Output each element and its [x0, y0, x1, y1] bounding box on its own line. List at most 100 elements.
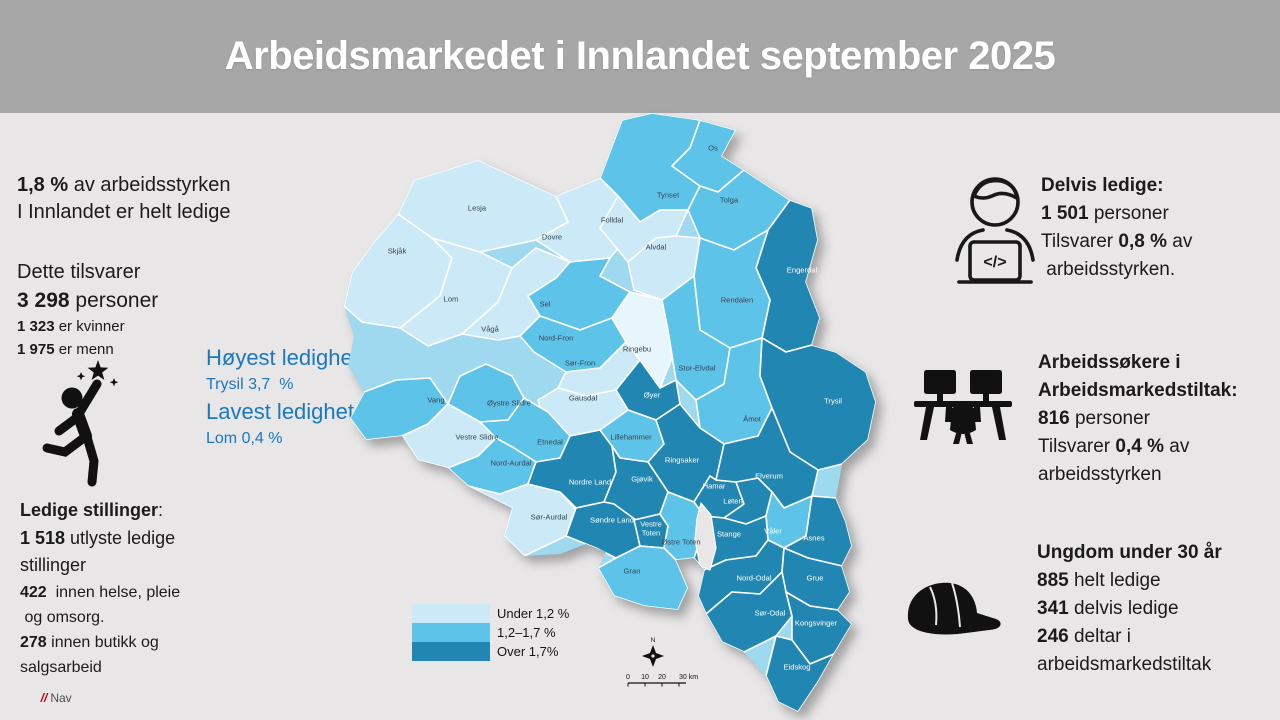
text-line: Arbeidsmarkedstiltak:: [1038, 380, 1238, 401]
municipality-label-s-r-odal: Sør-Odal: [755, 609, 786, 618]
municipality-label--ystre-slidre: Øystre Slidre: [487, 399, 531, 408]
text-line: Lom 0,4 %: [206, 430, 283, 447]
text-line: Arbeidssøkere i: [1038, 352, 1181, 373]
municipality-label-lillehammer: Lillehammer: [610, 433, 652, 442]
unemployment-totals-text: Dette tilsvarer 3 298 personer 1 323 er kv…: [17, 258, 158, 361]
legend-row: Under 1,2 %: [412, 604, 569, 623]
nav-logo-slashes: //: [40, 691, 48, 705]
text-line: Trysil 3,7 %: [206, 376, 294, 393]
municipality-label--snes: Åsnes: [803, 534, 824, 543]
text-line: 3 298 personer: [17, 289, 159, 312]
text-line: og omsorg.: [20, 608, 105, 626]
municipality-label-os: Os: [708, 144, 718, 153]
municipality-label-etnedal: Etnedal: [537, 438, 563, 447]
labour-market-measures-text: Arbeidssøkere i Arbeidsmarkedstiltak: 816 …: [1038, 349, 1238, 489]
municipality-label-folldal: Folldal: [601, 216, 624, 225]
municipality-label-s-ndre-land: Søndre Land: [590, 516, 634, 525]
text-line: salgsarbeid: [20, 658, 102, 676]
text-line: 1 501 personer: [1041, 203, 1169, 224]
municipality-label-gausdal: Gausdal: [569, 394, 598, 403]
lake-mjosa: [694, 502, 717, 571]
legend-label: Over 1,7%: [497, 644, 559, 659]
text-line: 341 delvis ledige: [1037, 598, 1179, 619]
legend-swatch-under: [412, 604, 490, 623]
partially-unemployed-text: Delvis ledige: 1 501 personer Tilsvarer 0,…: [1041, 172, 1192, 284]
text-line: Lavest ledighet: [206, 399, 354, 424]
text-line: Dette tilsvarer: [17, 261, 141, 283]
text-line: 422 innen helse, pleie: [20, 583, 181, 601]
municipality-label-grue: Grue: [807, 574, 824, 583]
innlandet-choropleth-map: Lesja Dovre Tynset Os Tolga Folldal Alvdal Enge…: [344, 113, 876, 712]
nav-logo: //Nav: [34, 677, 72, 705]
municipality-labels: Lesja Dovre Tynset Os Tolga Folldal Alvdal Enge…: [388, 144, 843, 672]
municipality-label-s-r-aurdal: Sør-Aurdal: [531, 513, 568, 522]
text-line: 1,8 % av arbeidsstyrken: [17, 174, 231, 196]
municipality-label-ringsaker: Ringsaker: [665, 456, 700, 465]
text-line: Ledige stillinger:: [20, 500, 164, 520]
nav-logo-text: Nav: [50, 691, 72, 705]
scale-tick-label: 10: [641, 674, 649, 681]
legend-swatch-over: [412, 642, 490, 661]
text-line: 278 innen butikk og: [20, 633, 159, 651]
municipality-label-v-ler: Våler: [764, 527, 782, 536]
municipality-label-gran: Gran: [624, 567, 641, 576]
legend-row: 1,2–1,7 %: [412, 623, 569, 642]
municipality-label-nord-odal: Nord-Odal: [736, 574, 771, 583]
legend-swatch-mid: [412, 623, 490, 642]
text-line: arbeidsstyrken: [1038, 464, 1162, 485]
legend-label: 1,2–1,7 %: [497, 625, 556, 640]
municipality-label-nord-fron: Nord-Fron: [539, 334, 574, 343]
municipality-label-trysil: Trysil: [824, 397, 842, 406]
municipality-label-vestre-slidre: Vestre Slidre: [455, 433, 498, 442]
svg-text:</>: </>: [983, 254, 1006, 271]
municipality-label-l-ten: Løten: [723, 497, 742, 506]
municipality-label-stor-elvdal: Stor-Elvdal: [678, 364, 715, 373]
map-legend: Under 1,2 % 1,2–1,7 % Over 1,7%: [412, 604, 569, 661]
text-line: 816 personer: [1038, 408, 1150, 429]
text-line: stillinger: [20, 555, 87, 575]
municipality-label-vang: Vang: [427, 396, 444, 405]
municipality-label-tynset: Tynset: [657, 191, 680, 200]
municipality-label-nordre-land: Nordre Land: [569, 478, 611, 487]
text-line: Høyest ledighet: [206, 345, 359, 370]
unemployment-summary-text: 1,8 % av arbeidsstyrken I Innlandet er he…: [17, 172, 231, 226]
text-line: 1 518 utlyste ledige: [20, 527, 176, 548]
highest-lowest-text: Høyest ledighet Trysil 3,7 % Lavest ledigh…: [206, 344, 359, 452]
municipality-label-sel: Sel: [540, 300, 551, 309]
text-line: Ungdom under 30 år: [1037, 542, 1222, 563]
text-line: arbeidsmarkedstiltak: [1037, 654, 1212, 675]
municipality-label-ringebu: Ringebu: [623, 345, 651, 354]
text-line: Delvis ledige:: [1041, 175, 1164, 196]
municipality-label-kongsvinger: Kongsvinger: [795, 619, 838, 628]
municipality-label--stre-toten: Østre Toten: [661, 538, 700, 547]
person-reaching-star-icon: [42, 360, 119, 487]
person-laptop-icon: </>: [955, 177, 1035, 284]
municipality-gran: [597, 545, 689, 611]
svg-text:N: N: [651, 637, 656, 644]
municipality-label-s-r-fron: Sør-Fron: [565, 359, 595, 368]
municipality-label-v-g-: Vågå: [481, 325, 500, 334]
cap-icon: [907, 582, 1001, 635]
municipality-label--yer: Øyer: [644, 391, 661, 400]
municipality-label-vestre-toten: Toten: [642, 529, 661, 538]
municipality-label-dovre: Dovre: [542, 233, 562, 242]
municipality-label-hamar: Hamar: [703, 482, 726, 491]
vacancies-text: Ledige stillinger: 1 518 utlyste ledige st…: [20, 497, 180, 680]
text-line: Tilsvarer 0,8 % av: [1041, 231, 1193, 252]
scale-tick-label: 20: [658, 674, 666, 681]
workstations-icon: [914, 370, 1012, 444]
scale-tick-label: 30 km: [679, 674, 698, 681]
text-line: Tilsvarer 0,4 % av: [1038, 436, 1190, 457]
municipality-label-stange: Stange: [717, 530, 741, 539]
legend-label: Under 1,2 %: [497, 606, 570, 621]
municipality-label-tolga: Tolga: [720, 196, 739, 205]
municipality-polygons: [344, 113, 876, 712]
municipality-label-lom: Lom: [444, 295, 459, 304]
text-line: 246 deltar i: [1037, 626, 1132, 647]
municipality-label-gj-vik: Gjøvik: [631, 475, 653, 484]
page-title: Arbeidsmarkedet i Innlandet september 20…: [224, 34, 1056, 78]
municipality-label-elverum: Elverum: [755, 472, 783, 481]
municipality-label-alvdal: Alvdal: [646, 243, 667, 252]
text-line: arbeidsstyrken.: [1041, 259, 1176, 280]
